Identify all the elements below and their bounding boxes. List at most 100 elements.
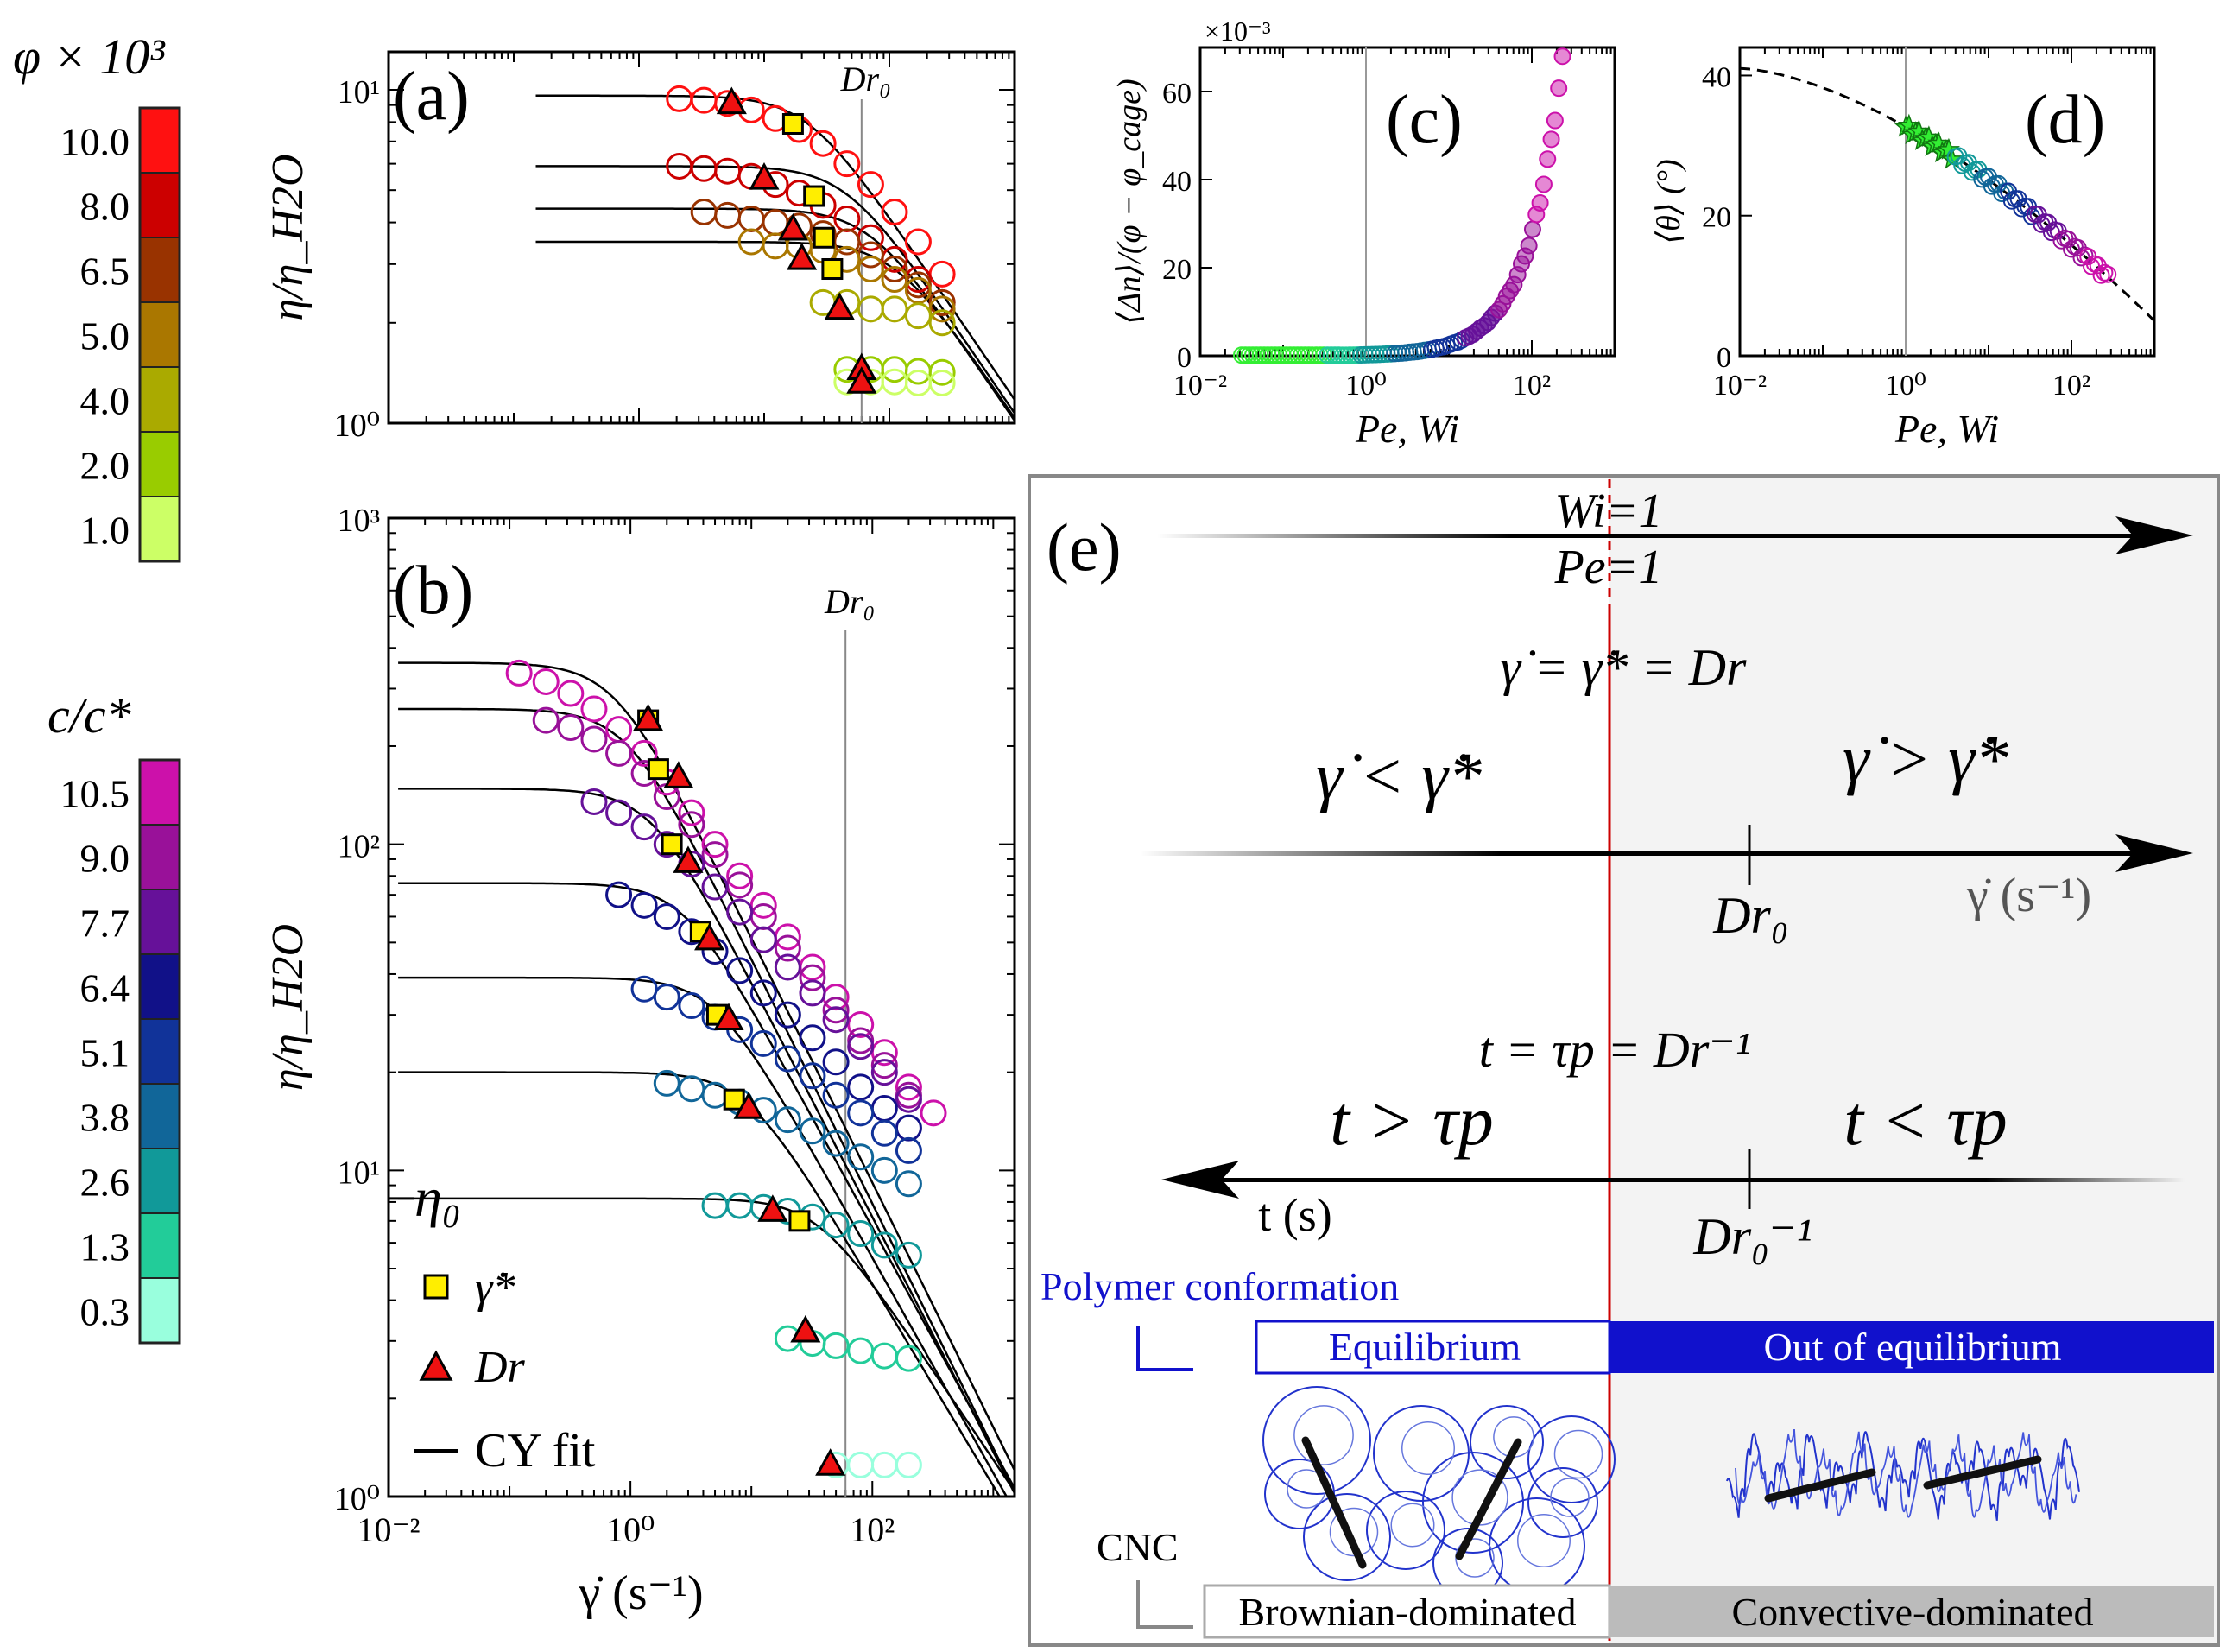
gamma-star-marker (647, 758, 669, 781)
colorbar_phi-tick-label: 10.0 (60, 120, 130, 164)
data-point (799, 1117, 826, 1145)
dr-marker (749, 161, 780, 190)
data-point (881, 198, 908, 225)
colorbar_phi-cell (139, 237, 180, 303)
data-point (847, 1033, 875, 1060)
dr0-label: Dr₀ (824, 582, 875, 621)
x-tick-label: 10⁰ (1345, 370, 1387, 402)
y-axis-label: ⟨θ⟩ (°) (1651, 159, 1687, 244)
x-tick-label: 10⁻² (1713, 370, 1767, 402)
data-point (847, 1010, 875, 1038)
t-unit-label: t (s) (1258, 1189, 1331, 1241)
coil-circle (1422, 1452, 1524, 1554)
stretched-chain (1735, 1428, 2077, 1518)
data-point (799, 1024, 826, 1052)
coil-circle (1527, 1467, 1598, 1538)
colorbar_phi-cell (139, 496, 180, 562)
dr-marker (694, 922, 725, 951)
dr-marker (633, 703, 664, 731)
colorbar_c-cell (139, 824, 180, 890)
colorbar_c-tick-label: 5.1 (80, 1031, 130, 1075)
data-point (833, 228, 861, 256)
coil-circle (1262, 1386, 1371, 1495)
panel-e-label: (e) (1047, 510, 1122, 585)
data-point (630, 891, 658, 919)
gamma-star-marker (661, 833, 683, 856)
cy-fit-line (535, 94, 1015, 401)
colorbar_phi-cell (139, 301, 180, 368)
colorbar-c: c/c* 0.3 1.3 2.6 3.8 5.1 6.4 7.7 9.0 10.5 (47, 687, 181, 1345)
gamma-star-marker (813, 226, 835, 249)
x-axis-label: Pe, Wi (1355, 407, 1459, 451)
data-point (822, 997, 850, 1024)
colorbar_c-cell (139, 1018, 180, 1085)
data-point (678, 811, 705, 839)
data-point (881, 265, 908, 293)
y-tick-label: 10³ (338, 503, 380, 539)
data-point (1542, 130, 1560, 149)
panel-a: Dr₀ (a) 10⁰ 10¹ η/η_H2O (263, 50, 1016, 444)
cy-fit-line (398, 707, 1015, 1492)
colorbar_c-tick-label: 2.6 (80, 1161, 130, 1205)
x-tick-label: 10⁰ (1885, 370, 1926, 402)
data-point (895, 1136, 922, 1164)
arrow-gamma-head (2115, 834, 2193, 872)
data-point (799, 979, 826, 1007)
colorbar_c-tick-label: 1.3 (80, 1225, 130, 1269)
gamma-star-marker (821, 258, 844, 281)
brownian-label: Brownian-dominated (1239, 1590, 1577, 1634)
x-tick-label: 10² (1513, 370, 1551, 402)
data-point (904, 302, 932, 330)
data-point (774, 1106, 801, 1134)
data-point (822, 1006, 850, 1034)
data-point (847, 1027, 875, 1054)
data-point (928, 358, 956, 386)
data-point (2092, 266, 2110, 284)
data-point (895, 1241, 922, 1269)
data-point (2099, 265, 2117, 283)
data-point (701, 841, 729, 869)
x-tick-label: 10² (2052, 370, 2090, 402)
data-point (1550, 79, 1568, 98)
data-point (726, 862, 754, 889)
data-point (605, 739, 633, 767)
data-point (895, 1451, 922, 1478)
colorbar_phi-frame (138, 106, 181, 563)
y-axis-label: η/η_H2O (263, 154, 313, 320)
data-point (822, 1212, 850, 1239)
dr-marker (846, 366, 877, 394)
data-point (928, 295, 956, 323)
wi-label: Wi=1 (1555, 484, 1663, 538)
panel-e-frame (1028, 474, 2220, 1647)
eta0-label: η₀ (414, 1167, 461, 1228)
axes-frame (387, 516, 1016, 1498)
stretched-coils (1726, 1428, 2080, 1521)
data-point (928, 369, 956, 396)
cy-fit-line (398, 788, 1015, 1494)
colorbar_c-tick-label: 9.0 (80, 837, 130, 881)
gamma-star-marker (423, 1274, 449, 1300)
data-point (774, 1045, 801, 1073)
data-point (895, 1114, 922, 1142)
data-point (895, 1345, 922, 1372)
dr-marker (757, 1194, 788, 1222)
dr0-label: Dr₀ (1712, 887, 1789, 944)
colorbar_c-cell (139, 953, 180, 1020)
data-point (678, 1075, 705, 1103)
dr0-label: Dr₀ (840, 60, 891, 98)
y-tick-label: 20 (1162, 254, 1192, 286)
equilibrium-band (1255, 1320, 1611, 1375)
y-axis-label: η/η_H2O (263, 924, 313, 1091)
colorbar_phi-tick-label: 1.0 (80, 509, 130, 553)
coil-inner (1293, 1405, 1354, 1465)
cnc-rod (1764, 1468, 1876, 1503)
gamma-gt-label: γ̇ > γ̇* (1843, 721, 2008, 796)
data-point (799, 964, 826, 991)
data-point (1539, 150, 1557, 168)
cy-fit-line (398, 882, 1015, 1490)
data-point (726, 957, 754, 984)
cnc-label: CNC (1097, 1525, 1179, 1569)
arrow-wi-shaft (1157, 534, 2167, 538)
panel-d: 0 20 40 10⁻² 10⁰ 10² (d) Pe, Wi ⟨θ⟩ (°) (1651, 46, 2156, 451)
